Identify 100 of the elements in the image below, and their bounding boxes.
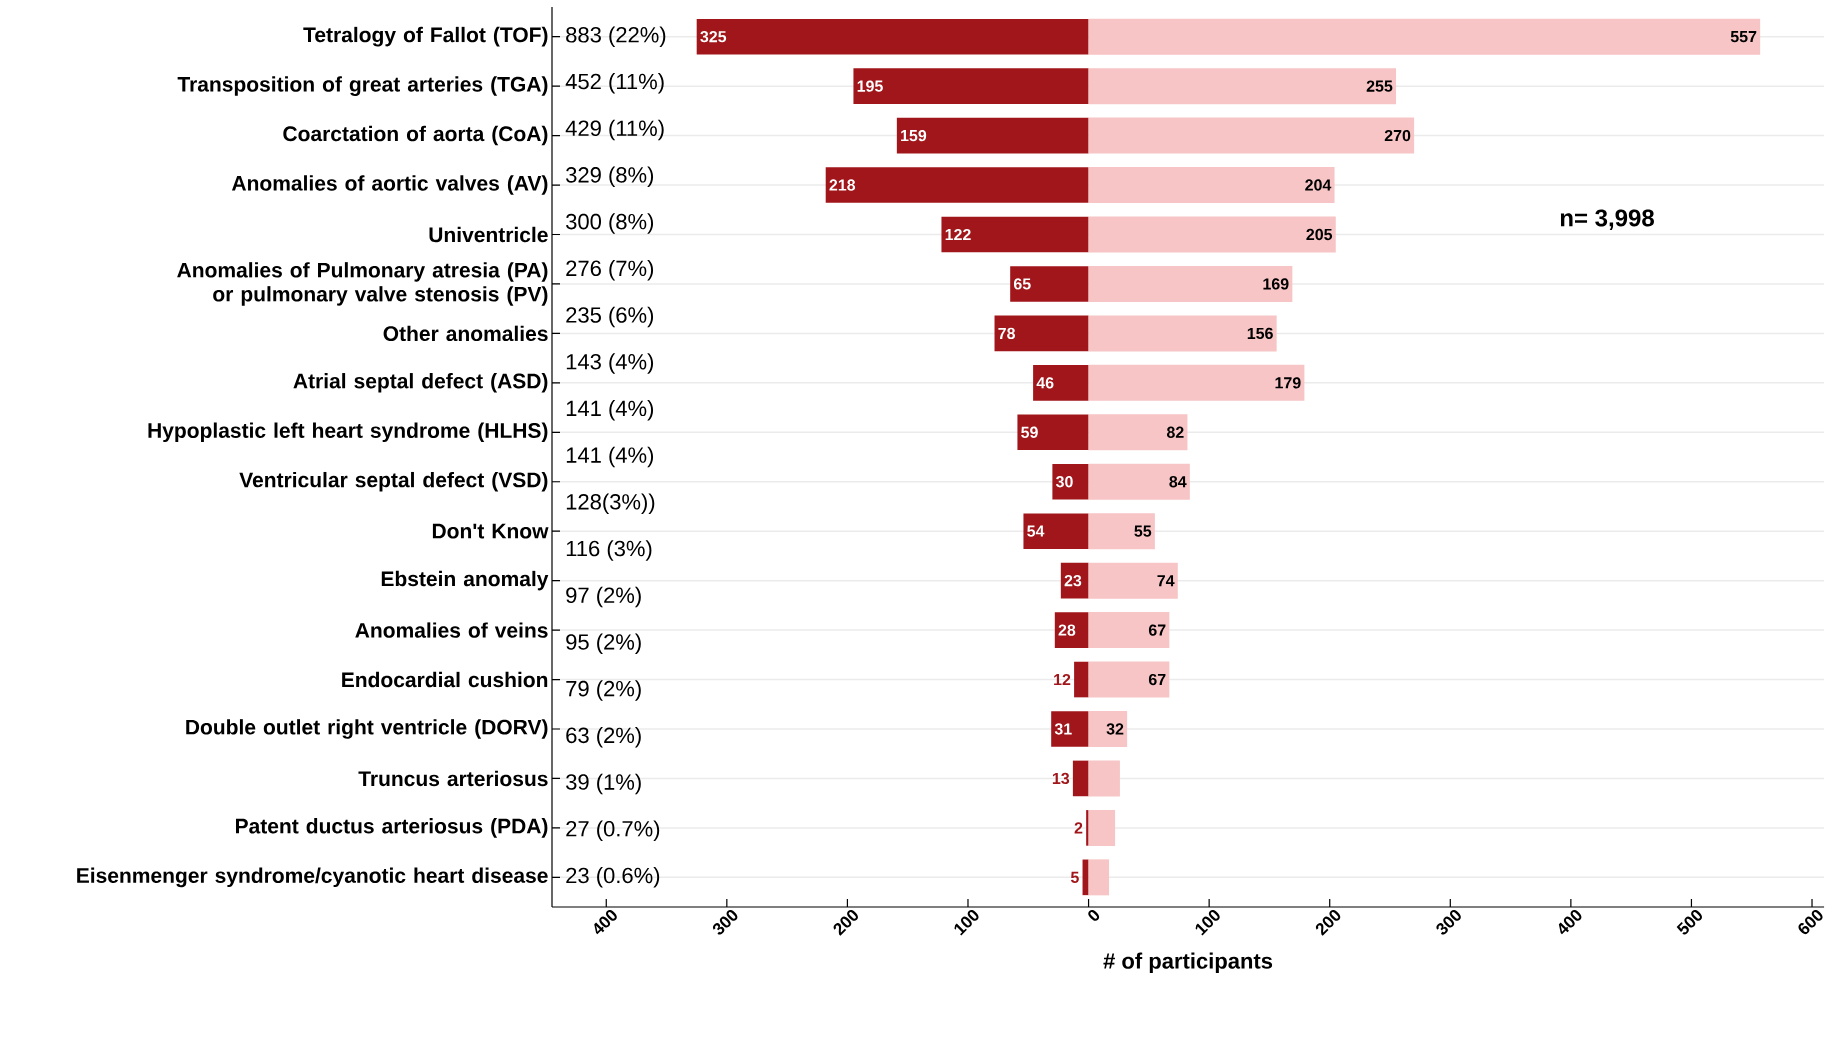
y-tick-label: Univentricle <box>429 226 548 243</box>
annotation: 128(3%)) <box>566 493 655 514</box>
bar <box>941 216 1089 253</box>
bar <box>1054 612 1089 648</box>
y-tick-label: Ventricular septal defect (VSD) <box>239 471 548 492</box>
bar <box>1072 760 1089 797</box>
bar <box>1086 810 1089 846</box>
data-label: 205 <box>1306 228 1333 241</box>
bar <box>896 117 1089 154</box>
data-label: 13 <box>1052 772 1070 785</box>
data-label: 28 <box>1058 624 1076 636</box>
data-label: 54 <box>1027 525 1045 537</box>
y-tick-label: Transposition of great arteries (TGA) <box>177 76 548 96</box>
x-tick-label: 300 <box>712 909 738 935</box>
bar <box>1088 315 1277 352</box>
y-tick-label: Don't Know <box>432 523 549 539</box>
annotation: 79 (2%) <box>566 680 641 701</box>
bar <box>1088 513 1155 550</box>
data-label: 46 <box>1036 377 1054 389</box>
bar <box>1023 513 1089 549</box>
x-tick-label: 500 <box>1676 909 1702 935</box>
annotation: 329 (8%) <box>566 166 654 188</box>
bar <box>1088 265 1293 302</box>
x-tick-label: 0 <box>1088 909 1100 921</box>
bar <box>853 68 1089 104</box>
data-label: 2 <box>1074 822 1083 834</box>
data-label: 32 <box>1106 723 1124 735</box>
x-tick-label: 100 <box>954 909 979 936</box>
bar <box>1088 562 1178 599</box>
data-label: 325 <box>700 31 727 43</box>
data-label: 218 <box>829 179 856 191</box>
data-label: 255 <box>1366 80 1393 92</box>
bar <box>1088 760 1120 797</box>
bar <box>1088 167 1335 204</box>
y-tick-label: Anomalies of Pulmonary atresia (PA) or pulmonary valve stenosis (PV) <box>177 262 548 306</box>
data-label: 31 <box>1054 723 1072 735</box>
bar <box>1088 364 1305 401</box>
bar <box>825 167 1089 203</box>
bar <box>1082 859 1089 896</box>
data-label: 82 <box>1166 426 1184 438</box>
bar <box>1088 18 1761 55</box>
bar <box>994 315 1089 352</box>
data-label: 12 <box>1054 673 1071 686</box>
bar <box>696 18 1089 55</box>
data-label: 159 <box>901 129 927 142</box>
y-tick-label: Coarctation of aorta (CoA) <box>283 125 548 146</box>
bar <box>1088 612 1170 649</box>
data-label: 5 <box>1070 871 1079 883</box>
x-tick-label: 600 <box>1798 909 1823 935</box>
bar <box>1088 661 1170 698</box>
bar <box>1052 463 1089 500</box>
data-label: 122 <box>945 228 971 241</box>
bar <box>1088 68 1397 105</box>
data-label: 204 <box>1305 179 1332 191</box>
annotation: 97 (2%) <box>566 586 641 608</box>
data-label: 30 <box>1055 476 1073 488</box>
bar <box>1051 711 1089 747</box>
data-label: 59 <box>1021 426 1038 438</box>
bar <box>1017 414 1089 451</box>
x-tick-label: 200 <box>1315 909 1341 936</box>
bar <box>1033 365 1089 401</box>
annotation: 452 (11%) <box>565 73 664 94</box>
data-label: 78 <box>998 327 1016 340</box>
annotation: 27 (0.7%) <box>566 820 660 841</box>
bar <box>1088 809 1116 846</box>
y-tick-label: Tetralogy of Fallot (TOF) <box>303 26 548 47</box>
annotation: 23 (0.6%) <box>566 867 660 888</box>
annotation: 63 (2%) <box>566 726 641 748</box>
bar <box>1074 661 1089 698</box>
data-label: 557 <box>1730 31 1757 43</box>
x-tick-label: 400 <box>1558 909 1582 935</box>
data-label: 65 <box>1013 278 1031 290</box>
data-label: 67 <box>1148 624 1166 636</box>
data-label: 169 <box>1263 278 1289 290</box>
bar <box>1088 117 1415 154</box>
bar <box>1088 463 1190 500</box>
y-tick-label: Double outlet right ventricle (DORV) <box>186 719 548 739</box>
annotation: 141 (4%) <box>566 446 654 468</box>
y-tick-label: Other anomalies <box>383 325 548 342</box>
data-label: 195 <box>857 80 883 92</box>
bar <box>1060 562 1089 599</box>
y-tick-label: Anomalies of veins <box>355 622 548 638</box>
annotation: 429 (11%) <box>565 119 664 141</box>
data-label: 74 <box>1157 575 1175 587</box>
x-tick-label: 100 <box>1195 909 1220 936</box>
annotation: 276 (7%) <box>566 259 654 281</box>
annotation: 141 (4%) <box>566 400 654 421</box>
annotation: 143 (4%) <box>566 353 654 374</box>
y-tick-label: Endocardial cushion <box>342 671 548 688</box>
data-label: 55 <box>1134 525 1152 537</box>
bar <box>1088 859 1110 896</box>
data-label: 270 <box>1384 129 1411 142</box>
y-tick-label: Atrial septal defect (ASD) <box>293 373 548 393</box>
bar <box>1010 266 1089 302</box>
y-tick-label: Ebstein anomaly <box>381 570 549 591</box>
x-axis-title: # of participants <box>1103 952 1273 974</box>
bar <box>1088 216 1336 253</box>
y-tick-label: Hypoplastic left heart syndrome (HLHS) <box>148 422 548 443</box>
x-tick-label: 200 <box>833 909 858 936</box>
bar <box>1088 710 1128 747</box>
